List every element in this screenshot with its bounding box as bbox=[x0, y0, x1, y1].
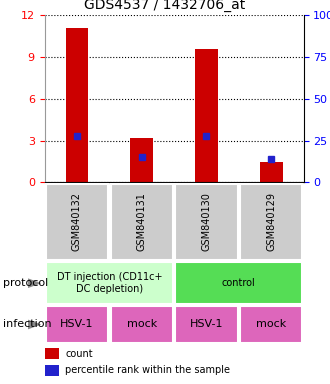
Bar bbox=[45, 348, 59, 359]
Bar bbox=[46, 262, 173, 305]
Bar bbox=[111, 306, 173, 343]
Text: GSM840131: GSM840131 bbox=[137, 192, 147, 251]
Text: HSV-1: HSV-1 bbox=[60, 319, 94, 329]
Text: mock: mock bbox=[127, 319, 157, 329]
Bar bbox=[240, 184, 302, 260]
Text: GDS4537 / 1432706_at: GDS4537 / 1432706_at bbox=[84, 0, 246, 12]
Text: GSM840129: GSM840129 bbox=[266, 192, 276, 251]
Text: percentile rank within the sample: percentile rank within the sample bbox=[65, 365, 230, 375]
Bar bbox=[111, 184, 173, 260]
Bar bbox=[175, 262, 302, 305]
Text: protocol: protocol bbox=[3, 278, 49, 288]
Polygon shape bbox=[28, 319, 41, 329]
Bar bbox=[130, 138, 153, 182]
Bar bbox=[46, 306, 108, 343]
Text: GSM840130: GSM840130 bbox=[201, 192, 212, 251]
Bar bbox=[46, 184, 108, 260]
Bar bbox=[175, 184, 238, 260]
Text: count: count bbox=[65, 349, 93, 359]
Bar bbox=[260, 162, 282, 182]
Text: infection: infection bbox=[3, 319, 52, 329]
Bar bbox=[45, 365, 59, 376]
Text: DT injection (CD11c+
DC depletion): DT injection (CD11c+ DC depletion) bbox=[56, 272, 162, 294]
Bar bbox=[175, 306, 238, 343]
Text: HSV-1: HSV-1 bbox=[190, 319, 223, 329]
Bar bbox=[240, 306, 302, 343]
Polygon shape bbox=[28, 278, 41, 288]
Text: GSM840132: GSM840132 bbox=[72, 192, 82, 251]
Text: mock: mock bbox=[256, 319, 286, 329]
Bar bbox=[195, 49, 218, 182]
Bar bbox=[66, 28, 88, 182]
Text: control: control bbox=[222, 278, 256, 288]
